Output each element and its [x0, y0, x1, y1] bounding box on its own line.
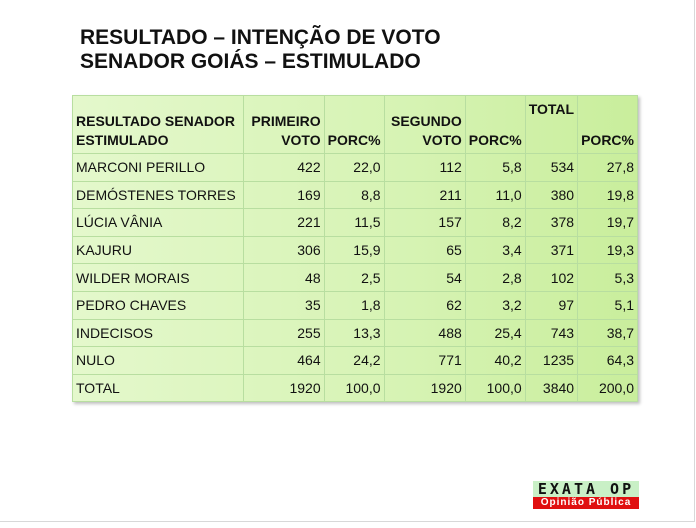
table-row: NULO 464 24,2 771 40,2 1235 64,3 [71, 346, 638, 375]
cell-value: 2,8 [464, 263, 526, 292]
table-row: LÚCIA VÂNIA 221 11,5 157 8,2 378 19,7 [71, 208, 638, 237]
cell-value: 40,2 [464, 346, 526, 375]
header-segundo-voto: SEGUNDO VOTO [383, 95, 466, 154]
cell-value: 5,1 [577, 290, 638, 320]
cell-value: 464 [243, 346, 325, 375]
cell-value: 3,2 [464, 290, 526, 320]
cell-value: 27,8 [577, 153, 638, 182]
cell-value: 1,8 [323, 290, 385, 320]
header-row: RESULTADO SENADOR ESTIMULADO PRIMEIRO VOTO… [71, 95, 638, 154]
table-row: KAJURU 306 15,9 65 3,4 371 19,3 [71, 235, 638, 265]
cell-value: 371 [524, 235, 579, 265]
cell-value: 11,5 [323, 208, 385, 237]
cell-value: 771 [383, 346, 466, 375]
cell-value: 255 [243, 318, 325, 348]
cell-value: 100,0 [464, 373, 526, 403]
cell-value: 97 [524, 290, 579, 320]
header-porc-2: PORC% [464, 95, 526, 154]
candidate-name: PEDRO CHAVES [71, 290, 245, 320]
cell-value: 38,7 [577, 318, 638, 348]
candidate-name: MARCONI PERILLO [71, 153, 245, 182]
header-porc-3: PORC% [577, 95, 638, 154]
candidate-name: DEMÓSTENES TORRES [71, 180, 245, 210]
cell-value: 100,0 [323, 373, 385, 403]
cell-value: 102 [524, 263, 579, 292]
cell-value: 54 [383, 263, 466, 292]
cell-value: 221 [243, 208, 325, 237]
cell-value: 19,7 [577, 208, 638, 237]
candidate-name: WILDER MORAIS [71, 263, 245, 292]
table-row: INDECISOS 255 13,3 488 25,4 743 38,7 [71, 318, 638, 348]
cell-value: 19,8 [577, 180, 638, 210]
cell-value: 2,5 [323, 263, 385, 292]
table-row: MARCONI PERILLO 422 22,0 112 5,8 534 27,8 [71, 153, 638, 182]
cell-value: 48 [243, 263, 325, 292]
header-primeiro-voto: PRIMEIRO VOTO [243, 95, 325, 154]
cell-value: 3840 [524, 373, 579, 403]
cell-value: 169 [243, 180, 325, 210]
cell-value: 3,4 [464, 235, 526, 265]
title-line-2: SENADOR GOIÁS – ESTIMULADO [80, 50, 421, 73]
cell-value: 200,0 [577, 373, 638, 403]
title-line-1: RESULTADO – INTENÇÃO DE VOTO [80, 26, 441, 49]
cell-value: 13,3 [323, 318, 385, 348]
table-row: DEMÓSTENES TORRES 169 8,8 211 11,0 380 19,8 [71, 180, 638, 210]
cell-value: 1920 [383, 373, 466, 403]
cell-value: 8,8 [323, 180, 385, 210]
exata-op-logo: EXATA OP Opinião Pública [533, 481, 639, 509]
cell-value: 11,0 [464, 180, 526, 210]
header-total: TOTAL [524, 95, 579, 154]
cell-value: 211 [383, 180, 466, 210]
cell-value: 64,3 [577, 346, 638, 375]
cell-value: 1235 [524, 346, 579, 375]
cell-value: 534 [524, 153, 579, 182]
table-row: WILDER MORAIS 48 2,5 54 2,8 102 5,3 [71, 263, 638, 292]
table-row: TOTAL 1920 100,0 1920 100,0 3840 200,0 [71, 373, 638, 403]
cell-value: 24,2 [323, 346, 385, 375]
cell-value: 8,2 [464, 208, 526, 237]
header-candidate: RESULTADO SENADOR ESTIMULADO [71, 95, 245, 154]
cell-value: 378 [524, 208, 579, 237]
cell-value: 15,9 [323, 235, 385, 265]
cell-value: 19,3 [577, 235, 638, 265]
cell-value: 5,3 [577, 263, 638, 292]
cell-value: 22,0 [323, 153, 385, 182]
cell-value: 743 [524, 318, 579, 348]
cell-value: 422 [243, 153, 325, 182]
cell-value: 35 [243, 290, 325, 320]
candidate-name: TOTAL [71, 373, 245, 403]
slide-title: RESULTADO – INTENÇÃO DE VOTO SENADOR GOI… [80, 26, 441, 74]
cell-value: 65 [383, 235, 466, 265]
cell-value: 380 [524, 180, 579, 210]
cell-value: 306 [243, 235, 325, 265]
candidate-name: LÚCIA VÂNIA [71, 208, 245, 237]
cell-value: 488 [383, 318, 466, 348]
candidate-name: INDECISOS [71, 318, 245, 348]
cell-value: 5,8 [464, 153, 526, 182]
cell-value: 62 [383, 290, 466, 320]
table-row: PEDRO CHAVES 35 1,8 62 3,2 97 5,1 [71, 290, 638, 320]
cell-value: 25,4 [464, 318, 526, 348]
candidate-name: NULO [71, 346, 245, 375]
cell-value: 112 [383, 153, 466, 182]
results-table: RESULTADO SENADOR ESTIMULADO PRIMEIRO VOTO… [71, 95, 638, 403]
candidate-name: KAJURU [71, 235, 245, 265]
cell-value: 1920 [243, 373, 325, 403]
header-porc-1: PORC% [323, 95, 385, 154]
cell-value: 157 [383, 208, 466, 237]
